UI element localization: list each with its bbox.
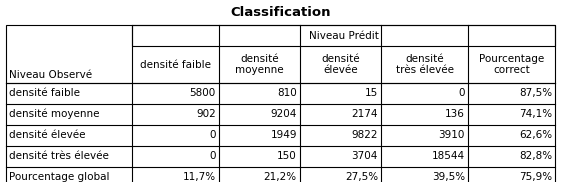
Text: densité
moyenne: densité moyenne <box>235 54 284 75</box>
Text: 18544: 18544 <box>432 151 465 161</box>
Text: Pourcentage
correct: Pourcentage correct <box>479 54 545 75</box>
Text: Niveau Prédit: Niveau Prédit <box>309 31 379 41</box>
Text: 21,2%: 21,2% <box>264 172 297 182</box>
Text: densité élevée: densité élevée <box>9 130 85 140</box>
Text: 11,7%: 11,7% <box>182 172 215 182</box>
Text: 15: 15 <box>365 88 378 98</box>
Text: densité faible: densité faible <box>140 60 211 70</box>
Text: 39,5%: 39,5% <box>432 172 465 182</box>
Text: 150: 150 <box>277 151 297 161</box>
Bar <box>6 25 555 182</box>
Text: densité
très élevée: densité très élevée <box>396 54 454 75</box>
Text: densité
élevée: densité élevée <box>321 54 360 75</box>
Text: 62,6%: 62,6% <box>519 130 552 140</box>
Text: densité faible: densité faible <box>9 88 80 98</box>
Text: Niveau Observé: Niveau Observé <box>9 70 92 80</box>
Text: 87,5%: 87,5% <box>519 88 552 98</box>
Bar <box>132 25 555 46</box>
Text: 9822: 9822 <box>352 130 378 140</box>
Text: 902: 902 <box>196 109 215 119</box>
Text: 2174: 2174 <box>352 109 378 119</box>
Text: 0: 0 <box>209 130 215 140</box>
Text: 5800: 5800 <box>190 88 215 98</box>
Text: 9204: 9204 <box>270 109 297 119</box>
Text: densité très élevée: densité très élevée <box>9 151 109 161</box>
Text: Pourcentage global: Pourcentage global <box>9 172 109 182</box>
Text: 136: 136 <box>445 109 465 119</box>
Text: 1949: 1949 <box>270 130 297 140</box>
Text: 75,9%: 75,9% <box>519 172 552 182</box>
Text: densité moyenne: densité moyenne <box>9 109 99 119</box>
Text: 27,5%: 27,5% <box>345 172 378 182</box>
Text: Classification: Classification <box>230 6 331 19</box>
Text: 0: 0 <box>458 88 465 98</box>
Text: 74,1%: 74,1% <box>519 109 552 119</box>
Text: 0: 0 <box>209 151 215 161</box>
Text: 82,8%: 82,8% <box>519 151 552 161</box>
Text: 3704: 3704 <box>352 151 378 161</box>
Text: 3910: 3910 <box>439 130 465 140</box>
Text: 810: 810 <box>277 88 297 98</box>
